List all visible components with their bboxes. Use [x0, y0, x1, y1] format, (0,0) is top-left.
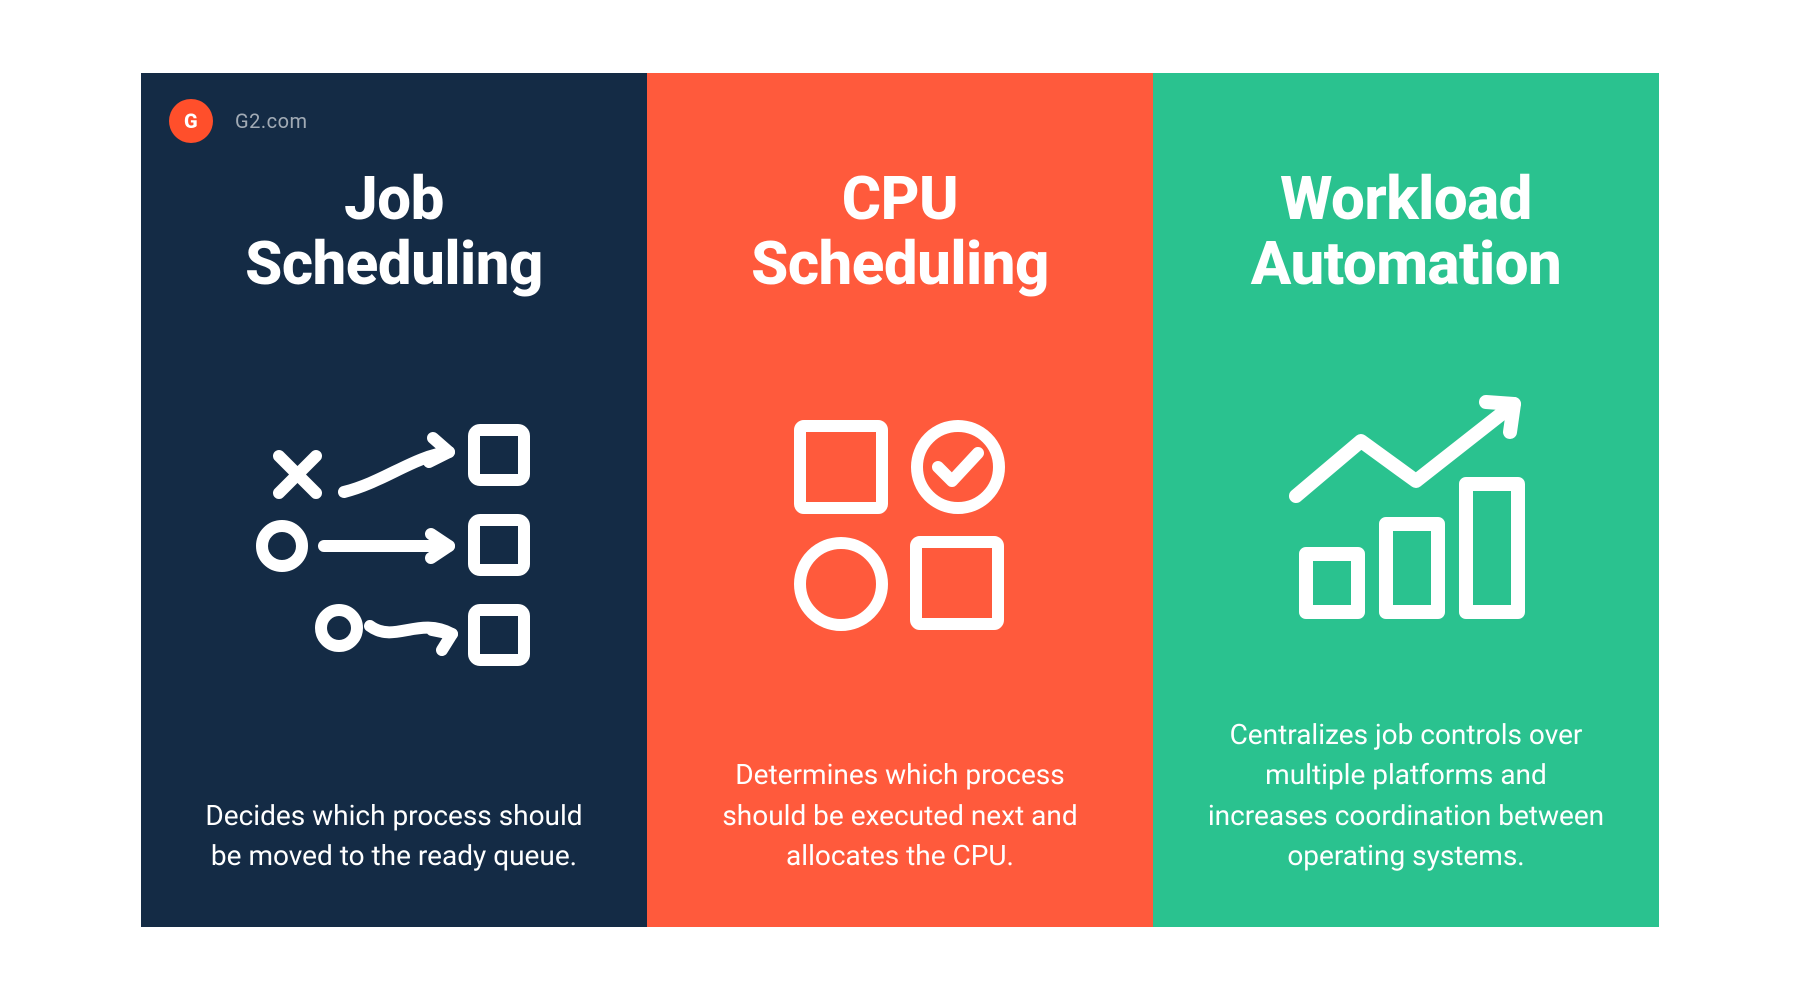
panel-title: WorkloadAutomation — [1251, 167, 1562, 297]
panel-title: CPUScheduling — [751, 167, 1049, 297]
g2-logo-glyph: G — [178, 108, 204, 134]
g2-logo: G — [169, 99, 213, 143]
panel-title: JobScheduling — [245, 167, 543, 297]
panel-workload-automation: WorkloadAutomation Centralizes job contr… — [1153, 73, 1659, 927]
panel-cpu-scheduling: CPUScheduling Determines which process s… — [647, 73, 1153, 927]
panel-description: Centralizes job controls over multiple p… — [1153, 715, 1659, 927]
svg-text:G: G — [184, 109, 198, 133]
panel-description: Decides which process should be moved to… — [141, 796, 647, 927]
growth-chart-icon — [1266, 386, 1546, 626]
brand-site-label: G2.com — [235, 109, 308, 133]
selection-icon — [780, 406, 1020, 646]
panel-description: Determines which process should be execu… — [647, 755, 1153, 927]
routing-icon — [244, 416, 544, 676]
infographic-stage: G G2.com JobScheduling — [141, 73, 1659, 927]
icon-zone — [1153, 297, 1659, 715]
panel-job-scheduling: JobScheduling — [141, 73, 647, 927]
icon-zone — [141, 297, 647, 796]
brand-row: G G2.com — [169, 99, 308, 143]
icon-zone — [647, 297, 1153, 756]
